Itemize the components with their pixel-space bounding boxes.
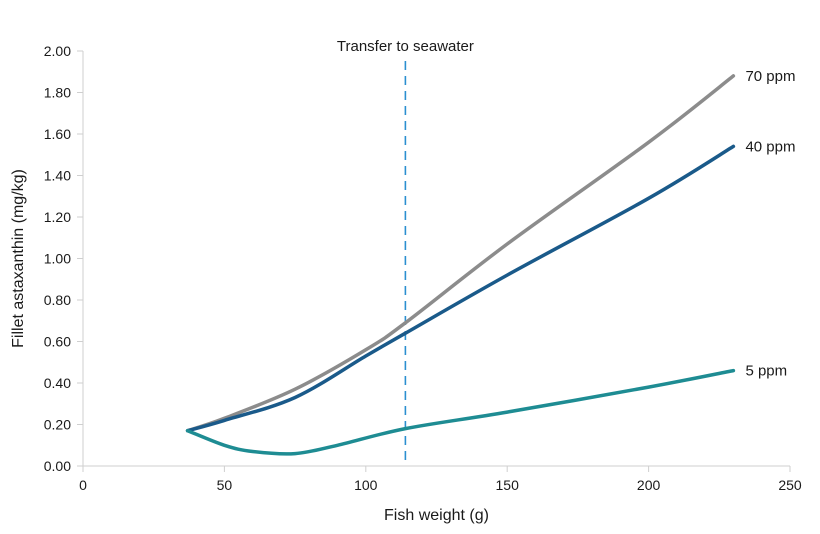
y-tick-label: 1.00 (44, 251, 71, 267)
x-tick-label: 0 (79, 477, 87, 493)
y-tick-label: 0.80 (44, 292, 71, 308)
series-line-5-ppm (185, 368, 736, 456)
x-tick-label: 50 (217, 477, 233, 493)
series-lines (185, 74, 736, 456)
y-axis-ticks: 0.00 0.20 0.40 0.60 0.80 1.00 1.20 1.40 1.60 1.80… (44, 43, 83, 474)
series-line-40-ppm (185, 144, 736, 433)
series-label-70-ppm: 70 ppm (745, 68, 795, 85)
transfer-annotation: Transfer to seawater (337, 38, 474, 466)
y-tick-label: 2.00 (44, 43, 71, 59)
y-tick-label: 0.40 (44, 375, 71, 391)
y-tick-label: 0.00 (44, 458, 71, 474)
transfer-label: Transfer to seawater (337, 38, 474, 55)
x-tick-label: 100 (354, 477, 378, 493)
x-tick-label: 150 (496, 477, 520, 493)
y-tick-label: 1.80 (44, 85, 71, 101)
x-axis-ticks: 0 50 100 150 200 250 (79, 466, 802, 493)
y-tick-label: 1.40 (44, 168, 71, 184)
x-tick-label: 200 (637, 477, 661, 493)
series-label-5-ppm: 5 ppm (745, 363, 787, 380)
y-tick-label: 1.60 (44, 126, 71, 142)
x-tick-label: 250 (778, 477, 802, 493)
y-tick-label: 0.60 (44, 334, 71, 350)
x-axis-title: Fish weight (g) (384, 507, 489, 524)
series-label-40-ppm: 40 ppm (745, 138, 795, 155)
series-line-70-ppm (185, 74, 736, 433)
series-labels: 70 ppm 40 ppm 5 ppm (745, 68, 795, 380)
y-tick-label: 1.20 (44, 209, 71, 225)
y-tick-label: 0.20 (44, 417, 71, 433)
y-axis-title: Fillet astaxanthin (mg/kg) (10, 169, 27, 348)
